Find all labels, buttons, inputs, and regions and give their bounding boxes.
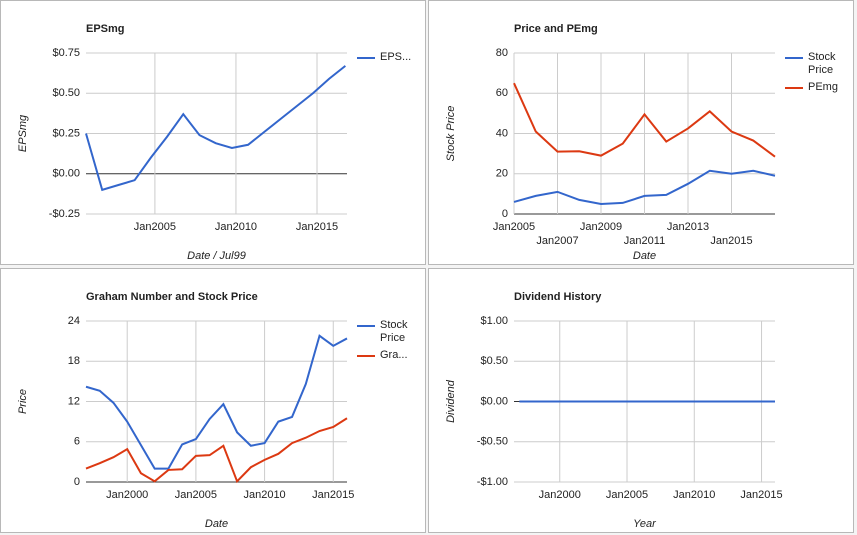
series-line — [513, 82, 776, 158]
legend-label: Stock Price — [808, 51, 836, 76]
chart-panel: Price and PEmg 0 20 40 60 80 Jan2005 Jan2007 Jan… — [428, 0, 854, 265]
chart-title: Price and PEmg — [514, 23, 598, 35]
y-tick-label: 60 — [496, 87, 508, 99]
legend-label: EPS... — [380, 51, 412, 63]
x-tick-label: Jan2010 — [215, 221, 257, 233]
y-axis-title: Stock Price — [445, 106, 457, 162]
chart: Graham Number and Stock Price 0 6 12 18 24 Jan… — [17, 291, 354, 530]
y-axis-title: Dividend — [445, 379, 457, 423]
y-axis-title: Price — [17, 389, 29, 414]
legend-entry: Stock Price — [357, 319, 423, 345]
legend-entry: Gra... — [357, 349, 423, 362]
legend-swatch — [357, 355, 375, 357]
series-line — [513, 169, 776, 205]
y-tick-label: -$0.50 — [477, 436, 508, 448]
y-tick-label: $0.50 — [480, 355, 508, 367]
chart-title: Dividend History — [514, 291, 602, 303]
x-axis-title: Date — [633, 250, 656, 262]
legend-entry: Stock Price — [785, 51, 851, 77]
legend-entry: EPS... — [357, 51, 423, 64]
chart: EPSmg $0.75 $0.50 $0.25 $0.00 -$0.25 Jan2005 Ja… — [17, 23, 347, 262]
y-tick-label: -$0.25 — [49, 208, 80, 220]
legend-swatch — [357, 325, 375, 327]
legend-label: PEmg — [808, 81, 838, 93]
x-tick-label: Jan2010 — [673, 489, 715, 501]
x-axis-title: Date — [205, 518, 228, 530]
x-axis-title: Year — [633, 518, 657, 530]
x-tick-label: Jan2015 — [296, 221, 338, 233]
y-tick-label: $0.50 — [52, 87, 80, 99]
x-tick-label: Jan2005 — [175, 489, 217, 501]
y-tick-label: 18 — [68, 355, 80, 367]
x-tick-label: Jan2009 — [580, 221, 622, 233]
y-tick-label: 24 — [68, 315, 80, 327]
y-tick-label: -$1.00 — [477, 476, 508, 488]
y-tick-label: $0.75 — [52, 47, 80, 59]
x-tick-label: Jan2000 — [106, 489, 148, 501]
y-tick-label: 0 — [502, 208, 508, 220]
y-tick-label: $0.00 — [480, 395, 508, 407]
chart-title: Graham Number and Stock Price — [86, 291, 258, 303]
x-axis-title: Date / Jul99 — [187, 250, 246, 262]
legend-entry: PEmg — [785, 81, 851, 94]
y-tick-label: $1.00 — [480, 315, 508, 327]
y-tick-label: 20 — [496, 168, 508, 180]
series-line — [85, 334, 348, 470]
legend: Stock Price Gra... — [357, 319, 423, 366]
legend-swatch — [785, 87, 803, 89]
chart-panel: EPSmg $0.75 $0.50 $0.25 $0.00 -$0.25 Jan2005 Ja… — [0, 0, 426, 265]
y-axis-title: EPSmg — [17, 114, 29, 152]
legend-swatch — [357, 57, 375, 59]
chart: Dividend History $1.00 $0.50 $0.00 -$0.50 -$1… — [445, 291, 783, 530]
series-line — [85, 65, 347, 192]
y-tick-label: 6 — [74, 436, 80, 448]
series-line — [85, 417, 348, 484]
y-tick-label: 12 — [68, 395, 80, 407]
chart-title: EPSmg — [86, 23, 125, 35]
x-tick-label: Jan2005 — [493, 221, 535, 233]
legend: EPS... — [357, 51, 423, 68]
y-tick-label: $0.00 — [52, 168, 80, 180]
x-tick-label: Jan2010 — [243, 489, 285, 501]
x-tick-label: Jan2005 — [606, 489, 648, 501]
x-tick-label: Jan2015 — [710, 235, 752, 247]
x-tick-label: Jan2000 — [539, 489, 581, 501]
x-tick-label: Jan2007 — [536, 235, 578, 247]
chart: Price and PEmg020406080Jan2005Jan2007Jan… — [445, 23, 776, 262]
chart-panel: Graham Number and Stock Price 0 6 12 18 24 Jan… — [0, 268, 426, 533]
legend-swatch — [785, 57, 803, 59]
y-tick-label: $0.25 — [52, 127, 80, 139]
x-tick-label: Jan2013 — [667, 221, 709, 233]
legend: Stock Price PEmg — [785, 51, 851, 98]
legend-label: Stock Price — [380, 319, 408, 344]
x-tick-label: Jan2011 — [624, 235, 665, 247]
y-tick-label: 0 — [74, 476, 80, 488]
x-tick-label: Jan2005 — [134, 221, 176, 233]
chart-panel: Dividend History $1.00 $0.50 $0.00 -$0.50 -$1… — [428, 268, 854, 533]
legend-label: Gra... — [380, 349, 408, 361]
y-tick-label: 40 — [496, 127, 508, 139]
x-tick-label: Jan2015 — [740, 489, 782, 501]
y-tick-label: 80 — [496, 47, 508, 59]
x-tick-label: Jan2015 — [312, 489, 354, 501]
